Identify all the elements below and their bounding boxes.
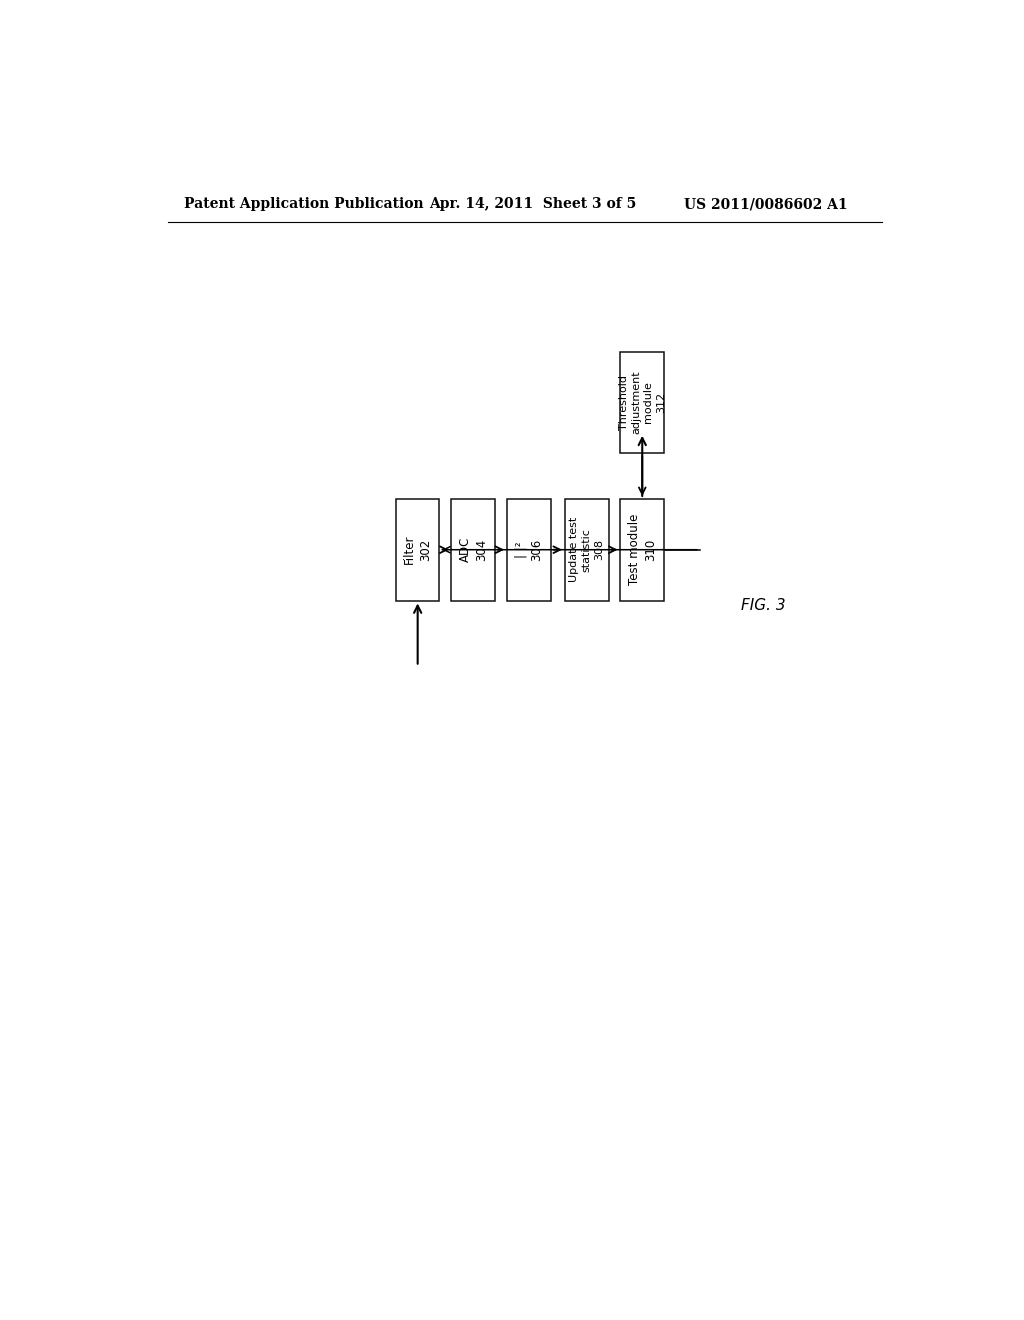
Bar — [565, 499, 608, 601]
Text: Apr. 14, 2011  Sheet 3 of 5: Apr. 14, 2011 Sheet 3 of 5 — [430, 197, 637, 211]
Bar — [396, 499, 439, 601]
Text: ADC
304: ADC 304 — [459, 537, 487, 562]
Text: Threshold
adjustment
module
312: Threshold adjustment module 312 — [618, 371, 666, 434]
Text: US 2011/0086602 A1: US 2011/0086602 A1 — [684, 197, 847, 211]
Bar — [507, 499, 551, 601]
Bar — [621, 499, 665, 601]
Text: FIG. 3: FIG. 3 — [740, 598, 785, 612]
Text: | |²
306: | |² 306 — [514, 539, 544, 561]
Bar — [452, 499, 495, 601]
Bar — [621, 351, 665, 453]
Text: Update test
statistic
308: Update test statistic 308 — [569, 517, 604, 582]
Text: Test module
310: Test module 310 — [628, 513, 656, 585]
Text: Patent Application Publication: Patent Application Publication — [183, 197, 423, 211]
Text: Filter
302: Filter 302 — [403, 535, 432, 565]
